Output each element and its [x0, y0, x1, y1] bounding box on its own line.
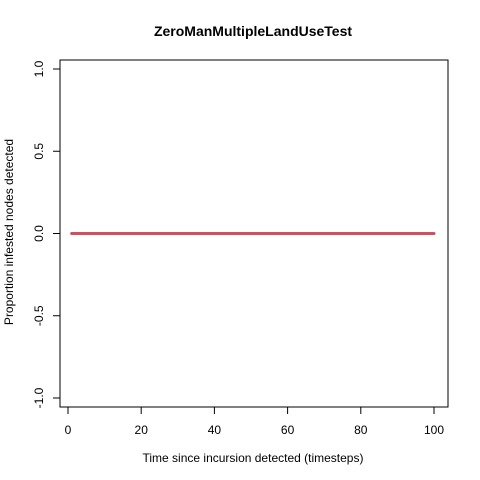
x-tick-label: 0 — [65, 423, 72, 437]
x-axis-label: Time since incursion detected (timesteps… — [143, 451, 364, 465]
x-tick-label: 100 — [424, 423, 444, 437]
x-tick-label: 60 — [281, 423, 295, 437]
y-tick-label: 0.5 — [32, 143, 46, 160]
x-tick-label: 40 — [208, 423, 222, 437]
x-tick-label: 80 — [354, 423, 368, 437]
y-axis-label: Proportion infested nodes detected — [2, 139, 16, 325]
y-tick-label: 0.0 — [32, 225, 46, 242]
y-axis: -1.0 -0.5 0.0 0.5 1.0 — [32, 60, 61, 408]
chart-title: ZeroManMultipleLandUseTest — [154, 23, 352, 39]
x-axis: 0 20 40 60 80 100 — [65, 406, 444, 437]
y-tick-label: -0.5 — [32, 305, 46, 326]
y-tick-label: 1.0 — [32, 60, 46, 77]
y-tick-label: -1.0 — [32, 387, 46, 408]
x-tick-label: 20 — [135, 423, 149, 437]
